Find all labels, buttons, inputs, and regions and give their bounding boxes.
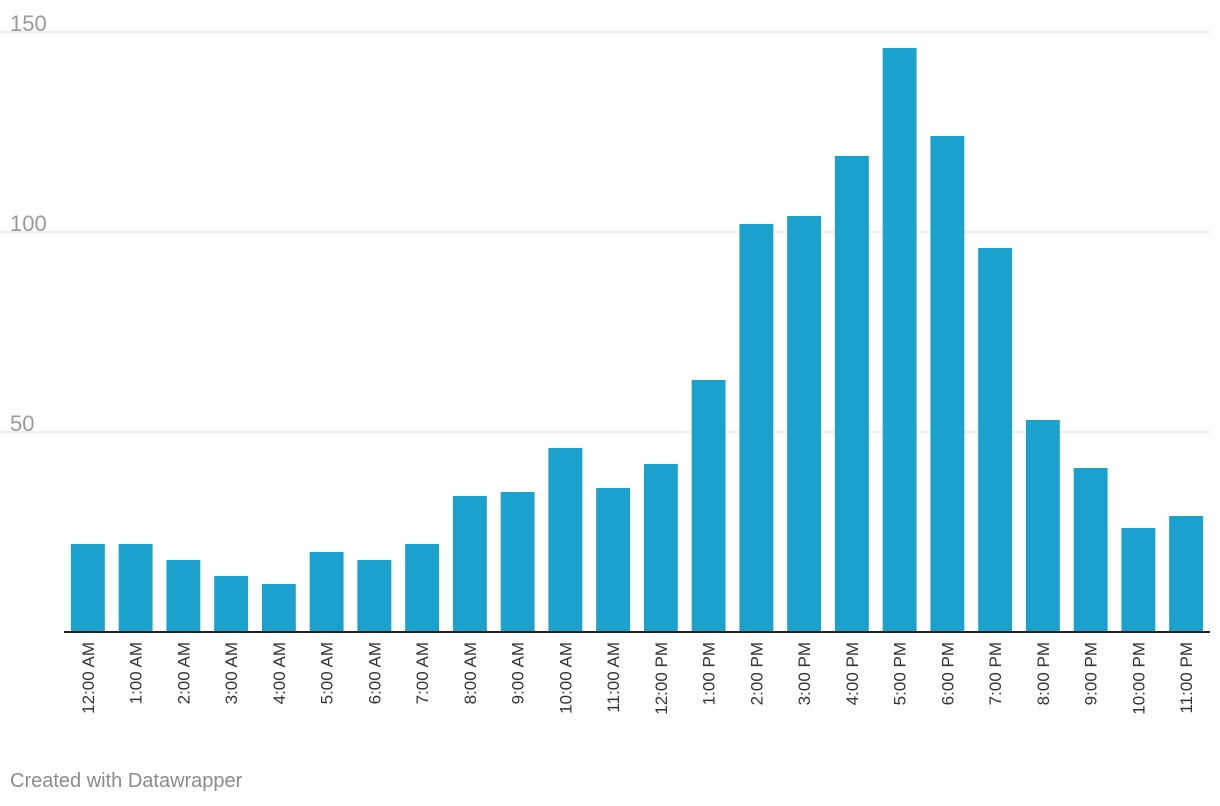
x-tick-label: 12:00 PM bbox=[652, 642, 671, 715]
bar-5 bbox=[309, 552, 344, 632]
x-tick-label: 4:00 PM bbox=[843, 642, 862, 705]
bar-18 bbox=[930, 136, 965, 632]
footer-credit: Created with Datawrapper bbox=[10, 770, 243, 792]
x-tick-label: 1:00 PM bbox=[700, 642, 719, 705]
bar-3 bbox=[214, 576, 249, 632]
bar-11 bbox=[596, 488, 631, 632]
bar-17 bbox=[882, 48, 917, 632]
x-tick-label: 6:00 PM bbox=[938, 642, 957, 705]
x-tick-label: 10:00 PM bbox=[1129, 642, 1148, 715]
x-tick-label: 6:00 AM bbox=[365, 642, 384, 704]
bar-20 bbox=[1025, 420, 1060, 632]
x-tick-label: 12:00 AM bbox=[79, 642, 98, 714]
bar-6 bbox=[357, 560, 392, 632]
x-tick-label: 8:00 PM bbox=[1034, 642, 1053, 705]
x-tick-label: 11:00 PM bbox=[1177, 642, 1196, 714]
y-tick-label: 150 bbox=[10, 11, 47, 36]
x-tick-label: 2:00 PM bbox=[747, 642, 766, 705]
bar-21 bbox=[1073, 468, 1108, 632]
bar-23 bbox=[1169, 516, 1204, 632]
bar-15 bbox=[787, 216, 822, 632]
bar-13 bbox=[691, 380, 726, 632]
x-tick-label: 5:00 AM bbox=[318, 642, 337, 704]
x-tick-label: 11:00 AM bbox=[604, 642, 623, 713]
bar-7 bbox=[405, 544, 440, 632]
x-tick-label: 9:00 PM bbox=[1082, 642, 1101, 705]
bar-22 bbox=[1121, 528, 1156, 632]
x-tick-label: 1:00 AM bbox=[127, 642, 146, 704]
x-tick-label: 7:00 AM bbox=[413, 642, 432, 704]
gridlines bbox=[0, 31, 1210, 433]
bar-4 bbox=[261, 584, 296, 632]
bar-19 bbox=[978, 248, 1013, 632]
bar-8 bbox=[452, 496, 487, 632]
x-axis-ticks: 12:00 AM 1:00 AM 2:00 AM 3:00 AM 4:00 AM 5:00… bbox=[79, 642, 1196, 715]
bars bbox=[70, 48, 1204, 632]
x-tick-label: 2:00 AM bbox=[174, 642, 193, 704]
x-tick-label: 4:00 AM bbox=[270, 642, 289, 704]
bar-16 bbox=[834, 156, 869, 632]
bar-0 bbox=[70, 544, 105, 632]
bar-14 bbox=[739, 224, 774, 632]
bar-2 bbox=[166, 560, 201, 632]
bar-10 bbox=[548, 448, 583, 632]
bar-9 bbox=[500, 492, 535, 632]
x-tick-label: 7:00 PM bbox=[986, 642, 1005, 705]
x-tick-label: 3:00 AM bbox=[222, 642, 241, 704]
x-tick-label: 9:00 AM bbox=[509, 642, 528, 704]
bar-12 bbox=[643, 464, 678, 632]
x-tick-label: 8:00 AM bbox=[461, 642, 480, 704]
x-tick-label: 10:00 AM bbox=[556, 642, 575, 714]
y-tick-label: 100 bbox=[10, 211, 47, 236]
y-tick-label: 50 bbox=[10, 411, 34, 436]
x-tick-label: 5:00 PM bbox=[891, 642, 910, 705]
y-axis-ticks: 50 100 150 bbox=[10, 11, 47, 436]
x-tick-label: 3:00 PM bbox=[795, 642, 814, 705]
bar-1 bbox=[118, 544, 153, 632]
